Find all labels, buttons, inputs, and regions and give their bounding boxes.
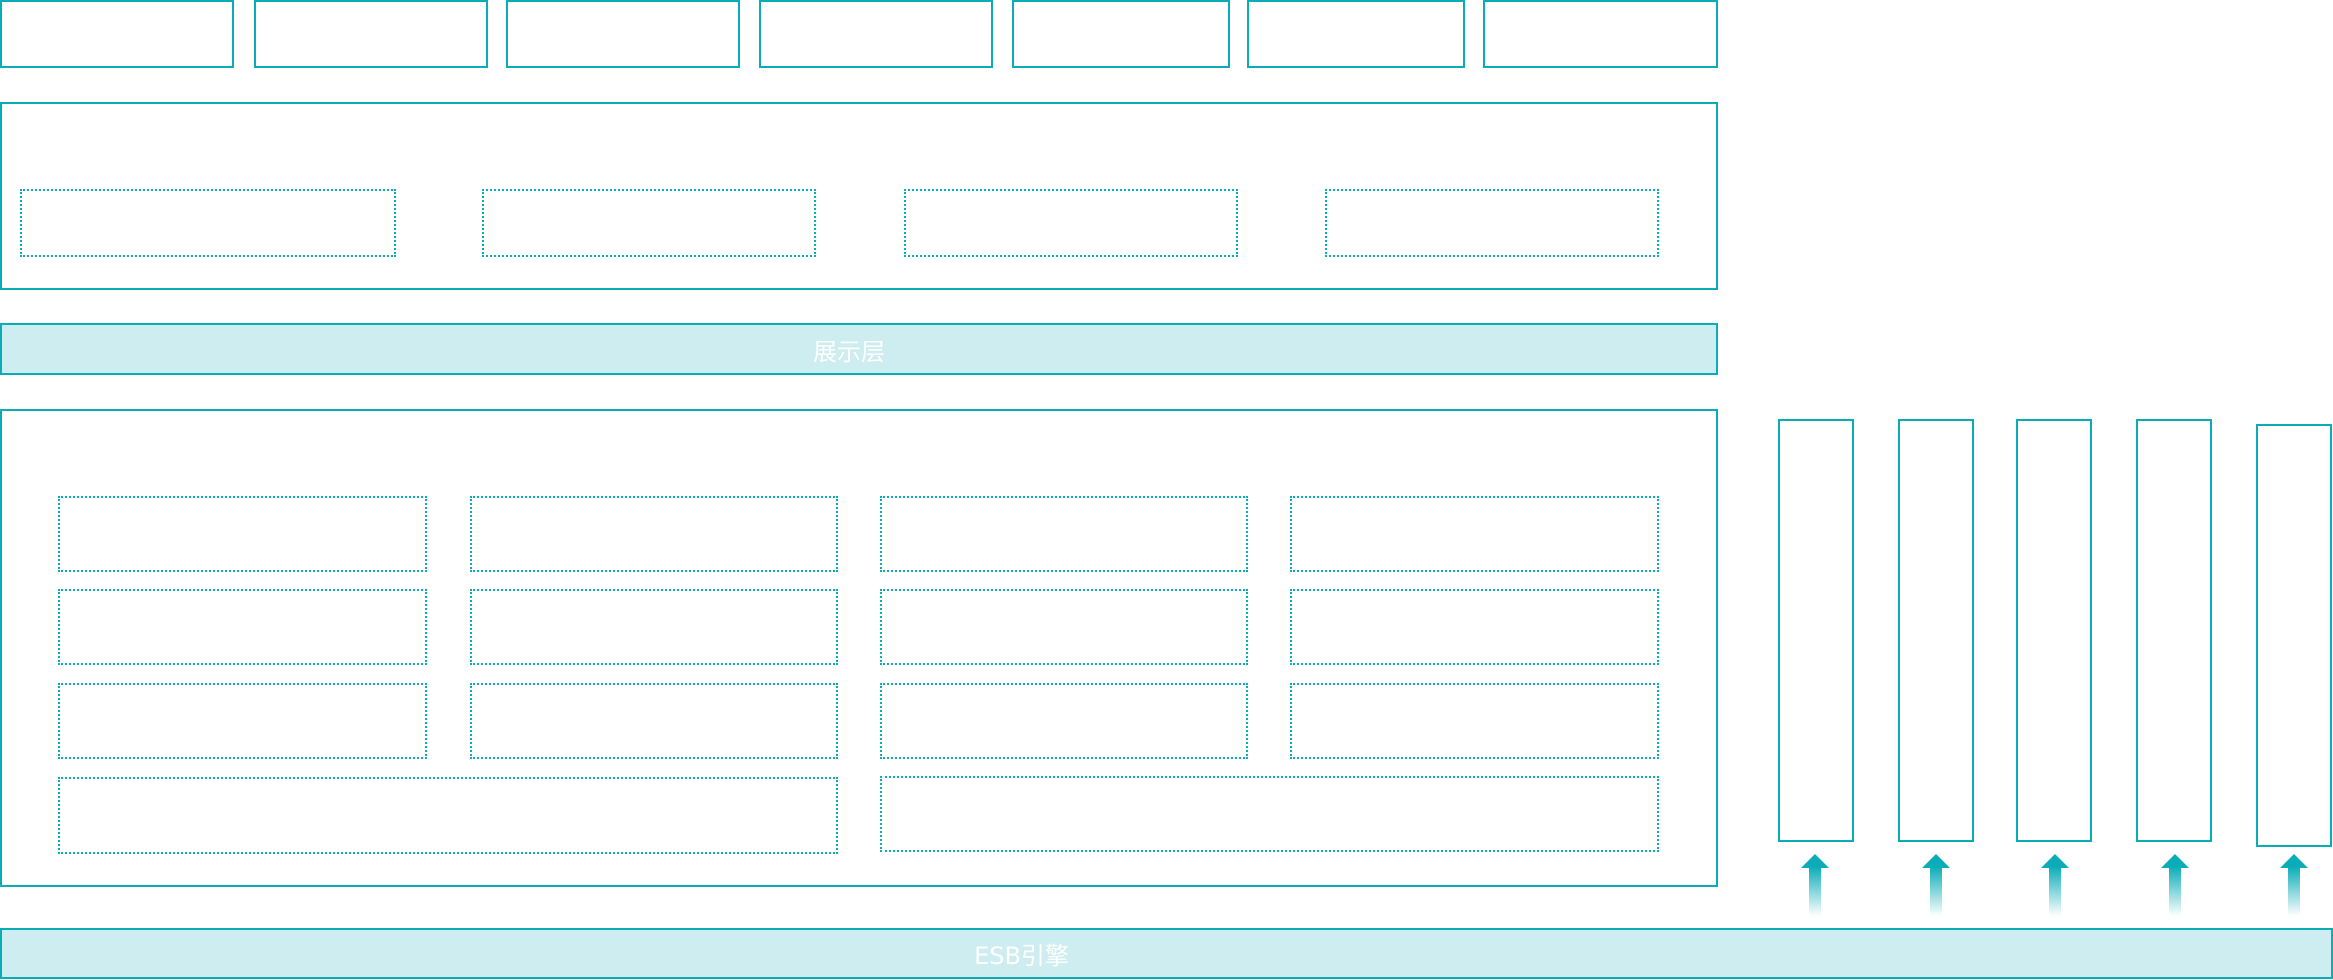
top-box-2 (254, 0, 488, 68)
arrow-up-icon (1922, 854, 1950, 916)
top-box-5 (1012, 0, 1230, 68)
module-r1-c3 (880, 496, 1248, 572)
module-wide-left (58, 777, 838, 854)
presentation-layer-band: 展示层 (0, 323, 1718, 375)
module-r2-c3 (880, 589, 1248, 665)
side-column-5 (2256, 424, 2332, 847)
arrow-up-icon (2041, 854, 2069, 916)
module-r2-c4 (1290, 589, 1659, 665)
module-r2-c1 (58, 589, 427, 665)
module-r3-c1 (58, 683, 427, 759)
side-column-3 (2016, 419, 2092, 842)
esb-engine-label: ESB引擎 (974, 942, 1069, 970)
upper-module-1 (20, 189, 396, 257)
arrow-up-icon (2280, 854, 2308, 916)
top-box-4 (759, 0, 993, 68)
upper-module-4 (1325, 189, 1659, 257)
module-r3-c4 (1290, 683, 1659, 759)
arrow-up-icon (1801, 854, 1829, 916)
top-box-7 (1483, 0, 1718, 68)
upper-container (0, 102, 1718, 290)
top-box-6 (1247, 0, 1465, 68)
top-box-1 (0, 0, 234, 68)
side-column-2 (1898, 419, 1974, 842)
top-box-3 (506, 0, 740, 68)
upper-module-3 (904, 189, 1238, 257)
module-r2-c2 (470, 589, 838, 665)
module-r1-c1 (58, 496, 427, 572)
module-r3-c2 (470, 683, 838, 759)
side-column-1 (1778, 419, 1854, 842)
presentation-layer-label: 展示层 (813, 337, 885, 366)
module-wide-right (880, 776, 1659, 852)
module-r3-c3 (880, 683, 1248, 759)
arrow-up-icon (2161, 854, 2189, 916)
esb-engine-band: ESB引擎 (0, 928, 2333, 979)
module-r1-c2 (470, 496, 838, 572)
side-column-4 (2136, 419, 2212, 842)
module-r1-c4 (1290, 496, 1659, 572)
upper-module-2 (482, 189, 816, 257)
main-container (0, 409, 1718, 887)
